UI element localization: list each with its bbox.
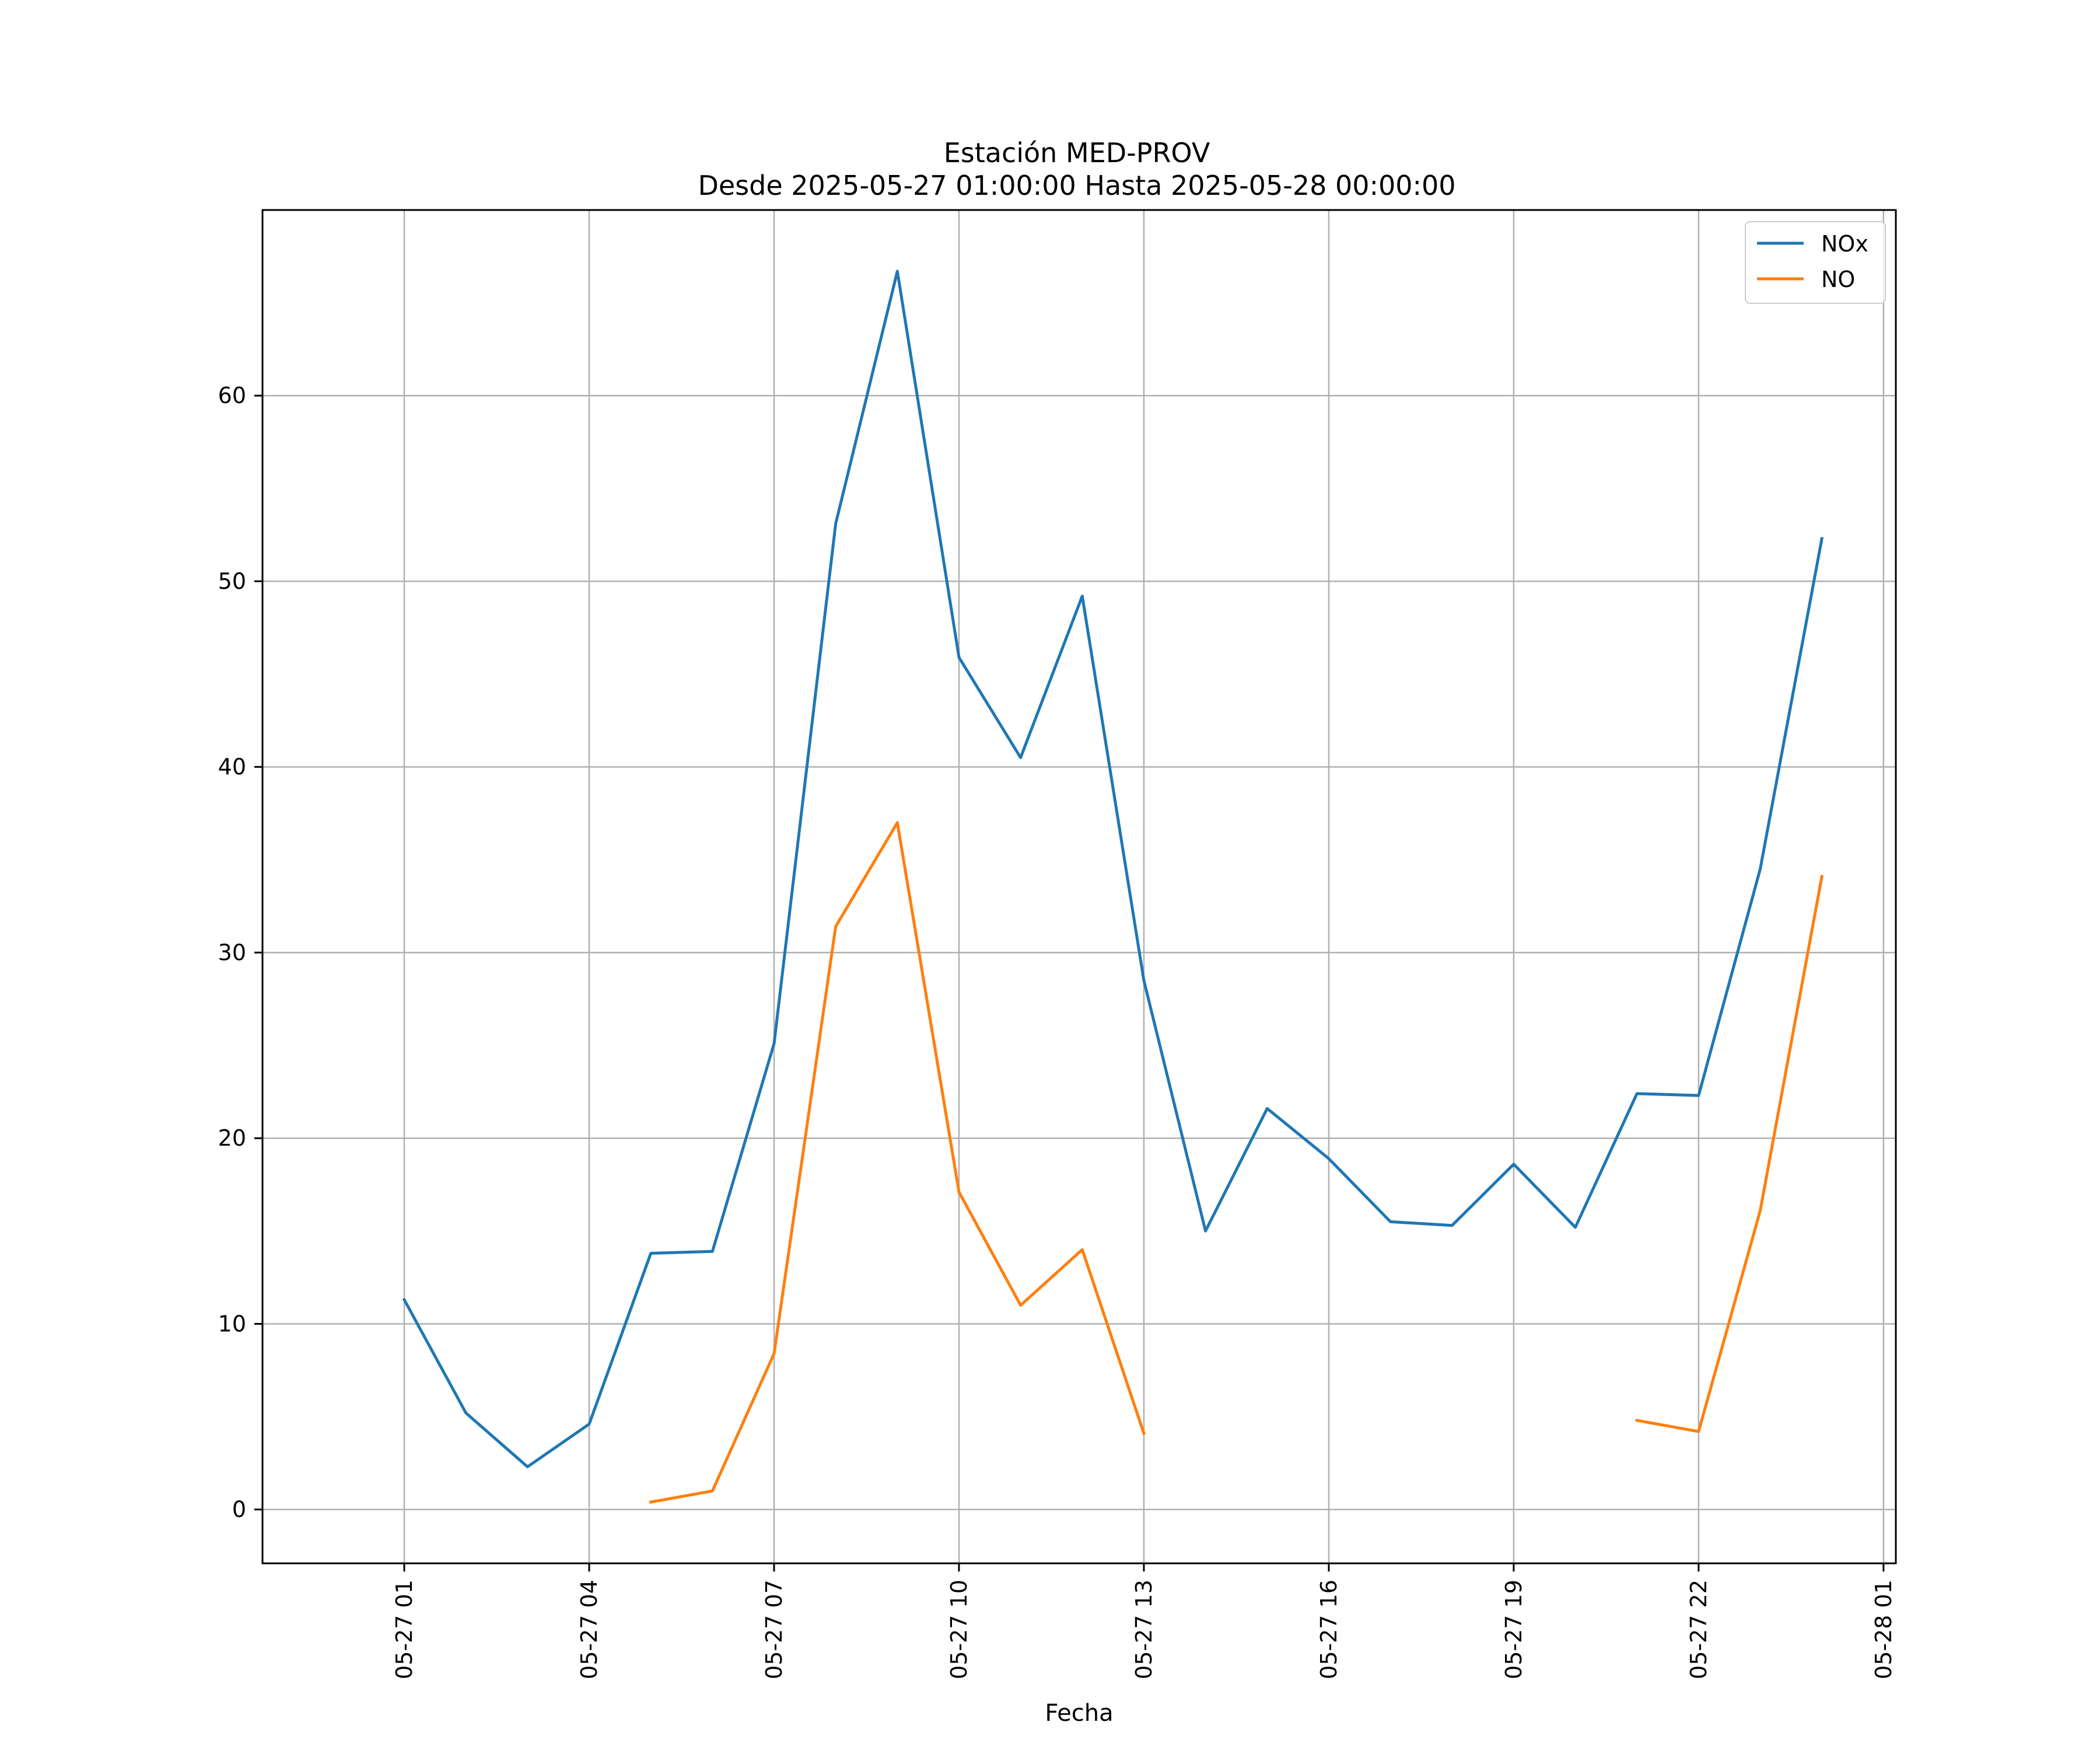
plot-area-frame: [261, 209, 1897, 1564]
x-axis-label: Fecha: [1045, 1700, 1113, 1727]
y-tick-label: 20: [218, 1125, 246, 1151]
x-tick-label: 05-28 01: [1871, 1580, 1896, 1679]
x-tick-label: 05-27 13: [1131, 1580, 1157, 1679]
chart-title: Estación MED-PROV: [944, 137, 1210, 169]
chart-subtitle: Desde 2025-05-27 01:00:00 Hasta 2025-05-…: [698, 170, 1455, 201]
y-tick-label: 0: [232, 1497, 246, 1522]
y-tick-label: 40: [218, 754, 246, 780]
x-tick-label: 05-27 16: [1316, 1580, 1342, 1679]
y-tick-label: 50: [218, 568, 246, 594]
series-line-no: [649, 821, 1824, 1504]
grid: [262, 210, 1896, 1563]
series-line-nox: [402, 270, 1824, 1468]
legend-label-no: NO: [1821, 267, 1855, 292]
x-tick-label: 05-27 10: [946, 1580, 972, 1679]
y-tick-label: 60: [218, 383, 246, 408]
x-tick-label: 05-27 19: [1501, 1580, 1527, 1679]
x-tick-label: 05-27 22: [1686, 1580, 1712, 1679]
x-tick-label: 05-27 04: [576, 1580, 602, 1679]
x-tick-label: 05-27 01: [391, 1580, 417, 1679]
y-tick-label: 30: [218, 940, 246, 965]
series-lines: [402, 270, 1824, 1504]
legend-label-nox: NOx: [1821, 231, 1868, 257]
y-tick-label: 10: [218, 1311, 246, 1336]
axis-ticks: 05-27 01 05-27 04 05-27 07 05-27 10 05-27 13…: [218, 383, 1896, 1679]
x-tick-label: 05-27 07: [761, 1580, 787, 1679]
legend: NOx NO: [1745, 221, 1886, 304]
